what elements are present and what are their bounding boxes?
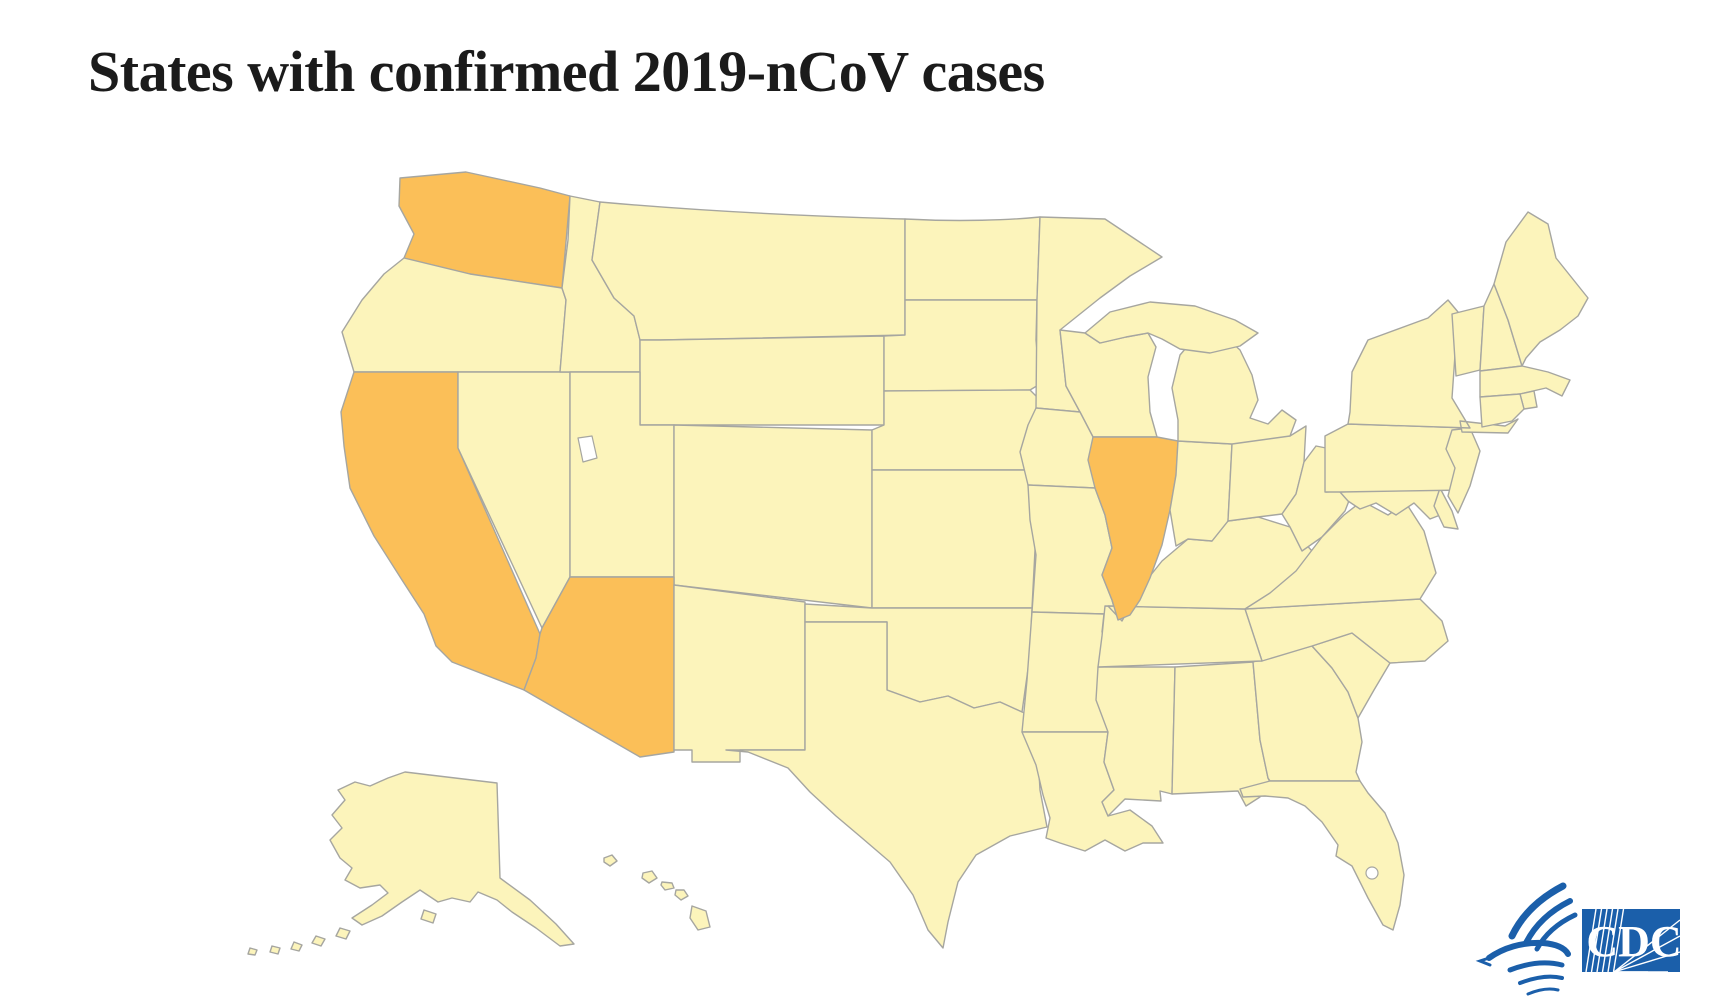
state-colorado [673,424,873,609]
state-michigan-upper-peninsula [1084,301,1259,354]
state-north-carolina [1244,598,1449,664]
state-iowa [1019,407,1096,489]
states-layer [247,171,1589,956]
state-delaware [1433,487,1459,530]
cdc-logo-text: CDC [1586,917,1681,966]
state-montana [591,201,906,341]
state-new-mexico [673,584,806,763]
great-salt-lake [577,435,598,463]
state-virginia [1244,500,1437,610]
state-florida [1239,780,1405,931]
state-south-dakota [883,299,1041,392]
state-texas [725,621,1048,949]
state-hawaii [603,854,711,931]
footer-logos: CDC [1475,882,1682,996]
page-title: States with confirmed 2019-nCoV cases [88,39,1045,104]
state-pennsylvania [1324,423,1471,493]
hhs-eagle-icon [1475,882,1578,996]
lake-okeechobee [1365,866,1379,880]
state-michigan [1171,329,1297,445]
state-alaska [247,771,575,956]
state-kansas [871,469,1039,609]
state-north-dakota [904,216,1041,301]
state-california [340,371,541,691]
state-connecticut [1479,393,1525,428]
lakes-layer [577,435,1379,880]
state-wyoming [639,335,885,426]
state-new-york [1347,299,1519,434]
state-nebraska [871,389,1045,471]
state-vermont [1451,305,1485,377]
state-new-jersey [1445,427,1481,514]
cdc-logo: CDC [1582,908,1682,973]
